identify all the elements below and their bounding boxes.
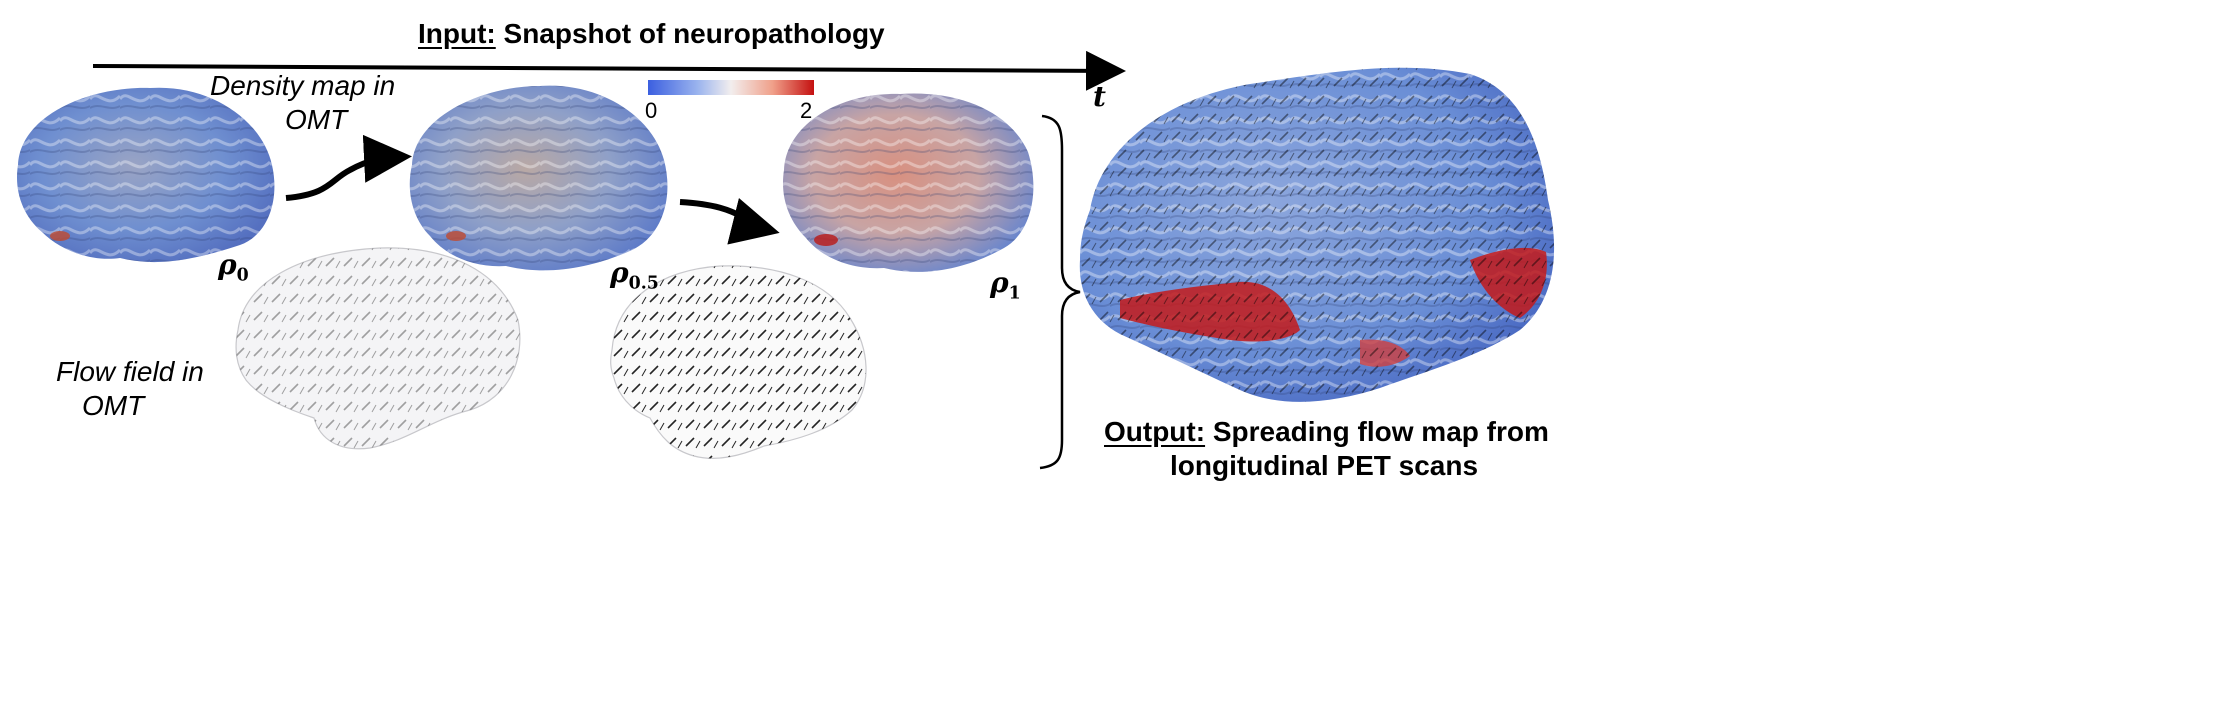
output-flow-map-brain	[1079, 67, 1555, 402]
colorbar-max-label: 2	[800, 98, 813, 123]
brace	[1039, 114, 1081, 470]
output-caption-line1: Output: Spreading flow map from	[1104, 416, 1549, 448]
colorbar-min-label: 0	[645, 98, 658, 123]
rho-label-0: ρ0	[218, 248, 249, 286]
output-label: Output:	[1104, 416, 1206, 447]
transition-arrow-1	[285, 134, 412, 201]
timeline-arrow	[92, 50, 1126, 91]
input-text: Snapshot of neuropathology	[495, 18, 885, 49]
rho-label-05: ρ0.5	[610, 256, 659, 294]
output-caption-line2: longitudinal PET scans	[1170, 450, 1479, 481]
flow-label-line1: Flow field in	[56, 356, 204, 387]
colorbar	[648, 80, 814, 95]
input-label: Input:	[418, 18, 496, 49]
brain-density-rho05	[409, 85, 668, 271]
brain-density-rho0	[17, 87, 275, 263]
transition-arrow-2	[679, 197, 780, 245]
time-symbol: t	[1093, 80, 1106, 113]
brain-density-rho1	[782, 93, 1034, 272]
flow-field-brain-2	[610, 265, 867, 459]
density-label-line1: Density map in	[210, 70, 396, 101]
rho-label-1: ρ1	[990, 266, 1021, 304]
density-label-line2: OMT	[285, 104, 348, 135]
flow-field-brain-1	[235, 247, 521, 450]
output-text-1: Spreading flow map from	[1205, 416, 1549, 447]
header-title: Input: Snapshot of neuropathology	[418, 18, 885, 50]
flow-label-line2: OMT	[82, 390, 145, 421]
